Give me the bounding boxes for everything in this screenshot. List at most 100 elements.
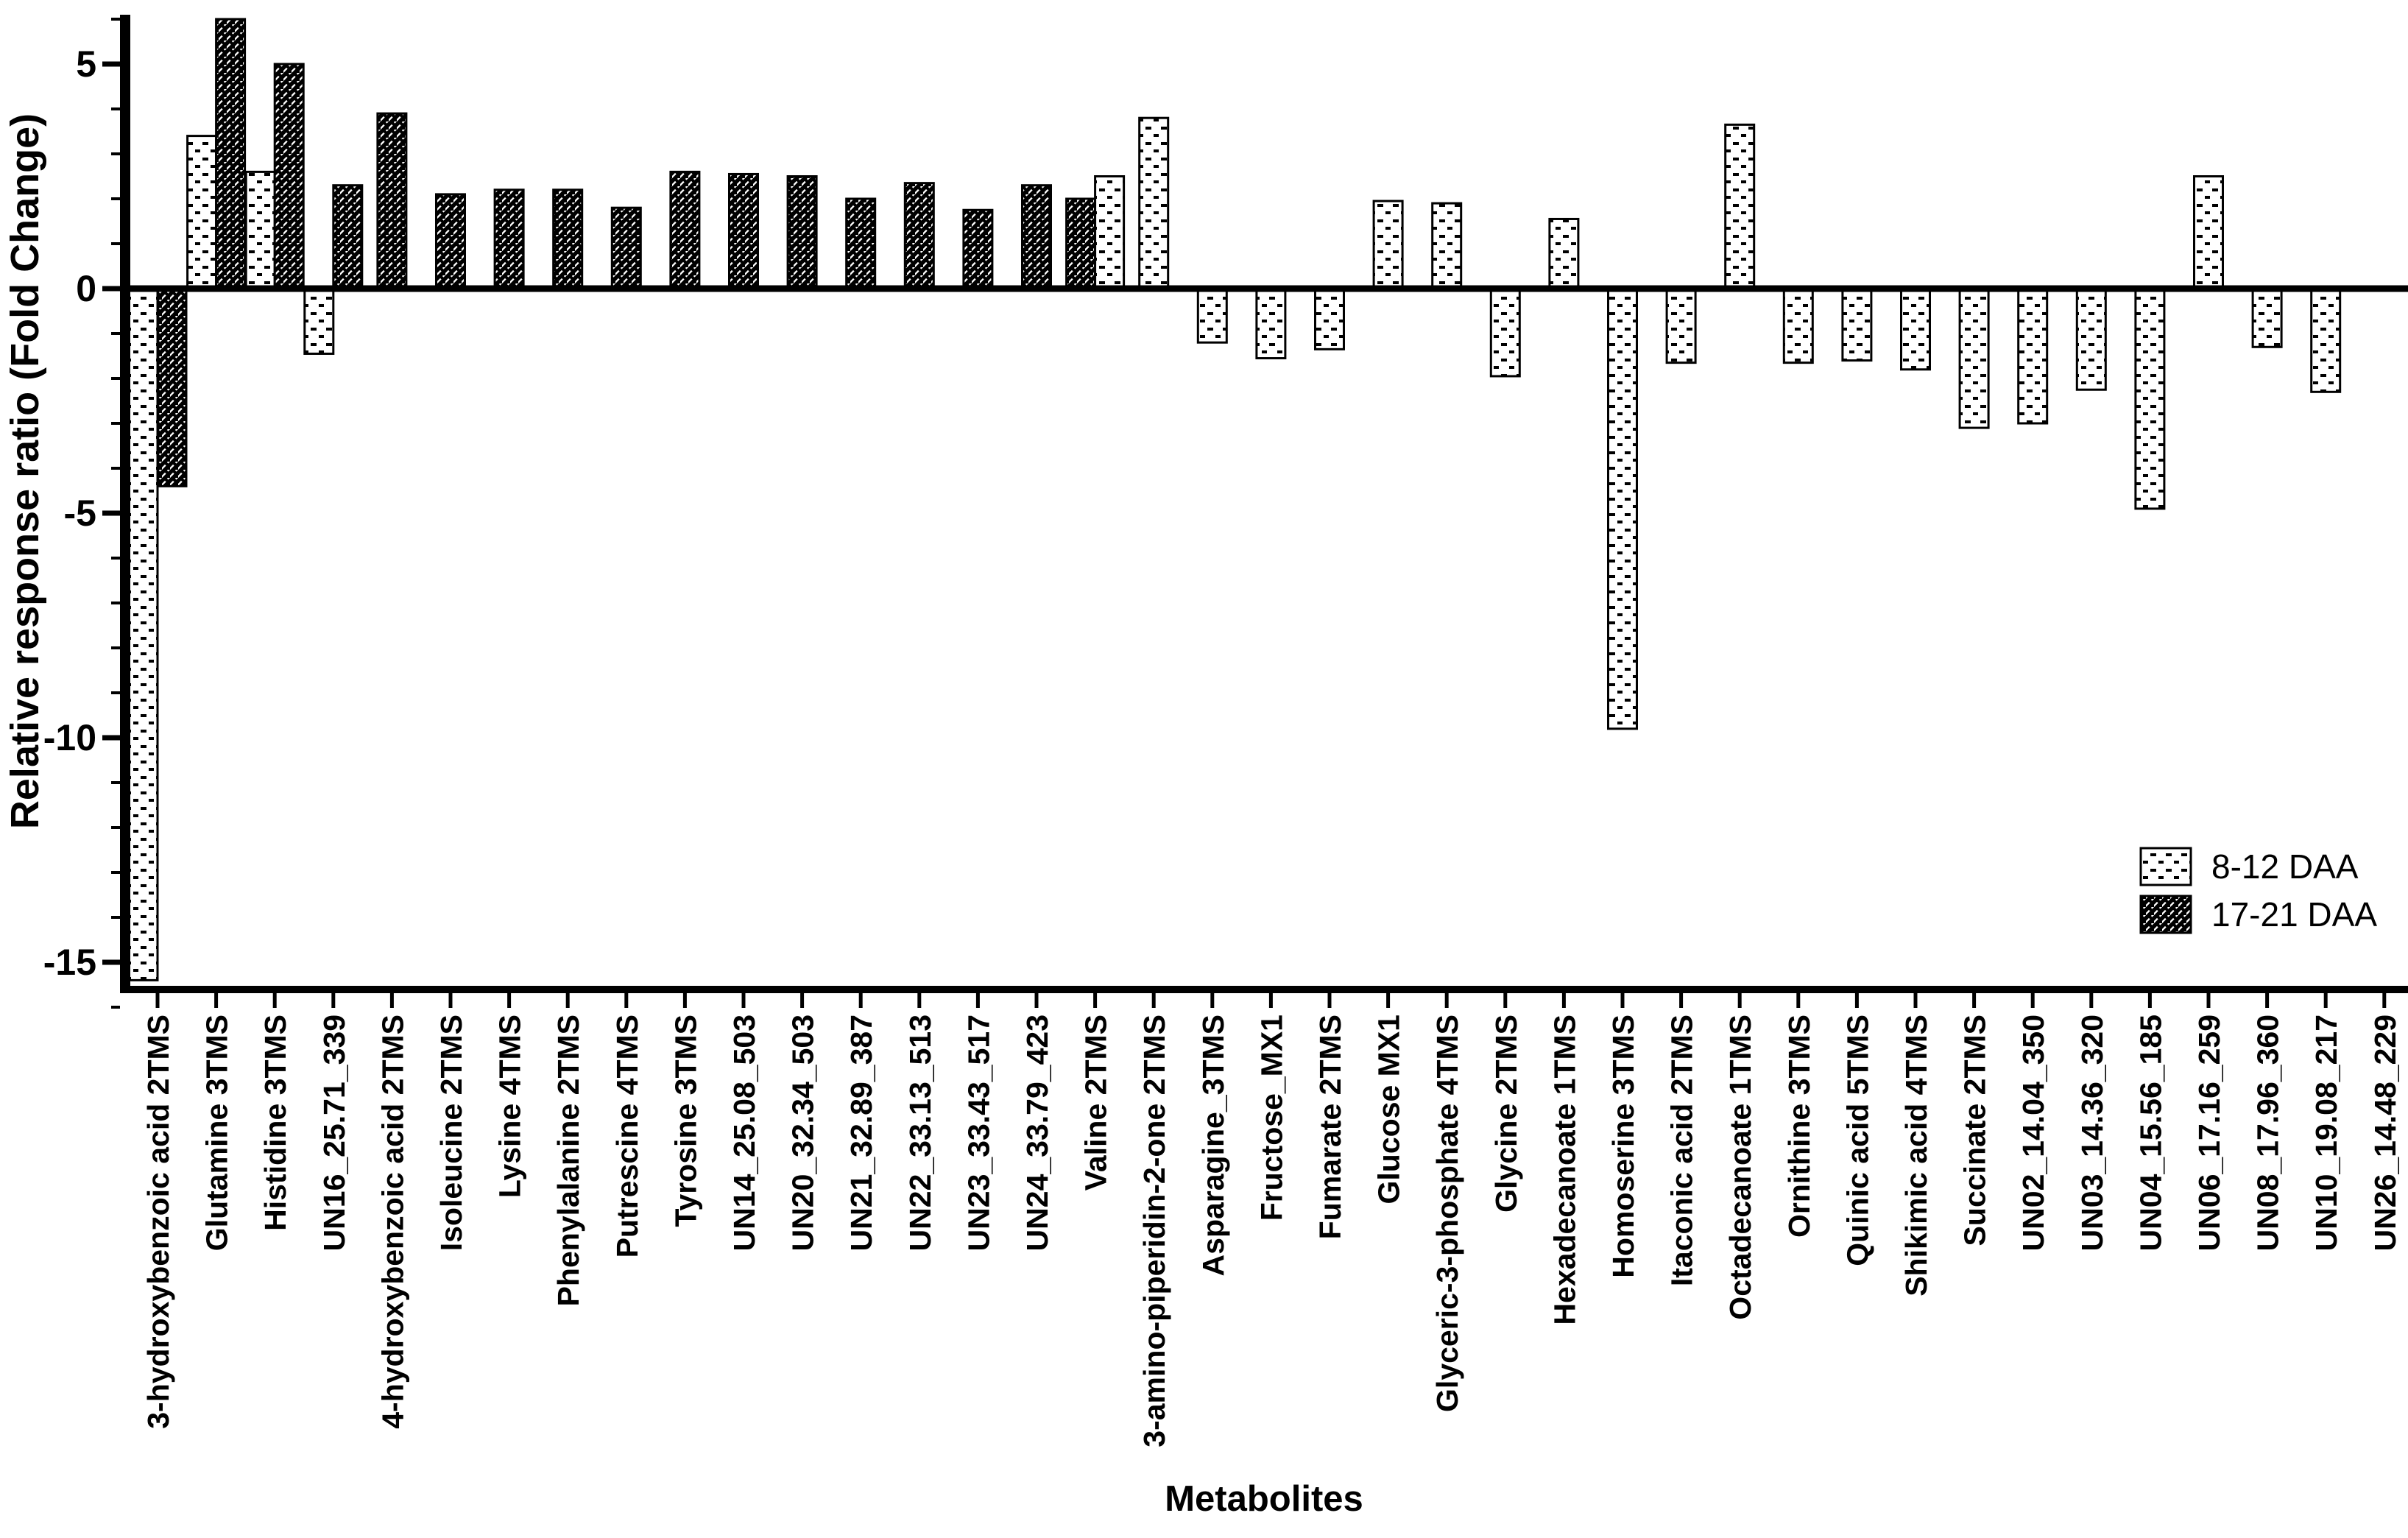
bar-17-21daa-UN24_33.79_423 [1021,184,1052,290]
x-tick [1854,993,1859,1008]
x-category-label: Itaconic acid 2TMS [1665,1015,1699,1286]
x-tick [1151,993,1156,1008]
bar-17-21daa-Lysine 4TMS [493,188,525,290]
y-axis-title: Relative response ratio (Fold Change) [3,113,47,829]
x-category-label: Homoserine 3TMS [1606,1015,1640,1278]
bar-8-12daa-Glycine 2TMS [1489,287,1521,378]
x-tick [1972,993,1977,1008]
x-tick [2265,993,2270,1008]
x-category-label: Hexadecanoate 1TMS [1547,1015,1581,1325]
x-tick [741,993,746,1008]
x-tick [1444,993,1449,1008]
x-category-label: UN06_17.16_259 [2192,1015,2226,1251]
x-tick [2030,993,2035,1008]
x-category-label: UN26_14.48_229 [2368,1015,2402,1251]
bar-8-12daa-UN06_17.16_259 [2193,175,2224,290]
x-category-label: Lysine 4TMS [493,1015,527,1198]
y-minor-tick [111,781,120,784]
y-major-tick [102,959,120,965]
y-minor-tick [111,18,120,21]
y-minor-tick [111,602,120,604]
x-tick [1093,993,1098,1008]
bar-8-12daa-Homoserine 3TMS [1607,287,1638,730]
bar-8-12daa-Valine 2TMS [1094,175,1126,290]
x-tick [1034,993,1039,1008]
y-minor-tick [111,916,120,919]
x-category-label: Glycine 2TMS [1489,1015,1523,1213]
x-category-label: Isoleucine 2TMS [434,1015,468,1251]
bar-8-12daa-UN04_15.56_185 [2134,287,2166,510]
x-tick [507,993,512,1008]
x-category-label: UN03_14.36_320 [2075,1015,2109,1251]
bar-17-21daa-4-hydroxybenzoic acid 2TMS [376,112,408,290]
x-tick [448,993,453,1008]
x-category-label: UN08_17.96_360 [2251,1015,2285,1251]
y-minor-tick [111,467,120,470]
x-tick [214,993,219,1008]
bar-8-12daa-Histidine 3TMS [244,170,276,290]
x-category-label: Phenylalanine 2TMS [551,1015,585,1306]
y-minor-tick [111,152,120,155]
x-tick [1620,993,1625,1008]
x-axis-title: Metabolites [1165,1479,1363,1519]
bar-8-12daa-UN08_17.96_360 [2251,287,2283,348]
bar-8-12daa-UN03_14.36_320 [2075,287,2107,391]
x-tick [2206,993,2211,1008]
x-tick [1796,993,1801,1008]
x-tick [1210,993,1215,1008]
bar-8-12daa-3-hydroxybenzoic acid 2TMS [127,287,159,981]
x-category-label: Fumarate 2TMS [1313,1015,1347,1239]
x-category-label: Asparagine_3TMS [1196,1015,1230,1276]
bar-17-21daa-Glutamine 3TMS [215,18,247,290]
y-minor-tick [111,1006,120,1009]
y-major-tick [102,735,120,741]
x-category-label: Fructose_MX1 [1254,1015,1288,1221]
x-tick [2382,993,2387,1008]
bar-8-12daa-Glucose MX1 [1372,200,1404,290]
y-minor-tick [111,691,120,694]
y-minor-tick [111,377,120,380]
legend-label: 17-21 DAA [2211,895,2377,934]
y-minor-tick [111,871,120,874]
x-tick [1268,993,1273,1008]
bar-17-21daa-UN23_33.43_517 [962,208,994,290]
y-tick-label: -10 [43,717,96,758]
x-tick [1327,993,1332,1008]
bar-17-21daa-UN22_33.13_513 [903,182,935,290]
legend-swatch-17-21 DAA [2139,895,2192,934]
x-category-label: UN16_25.71_339 [317,1015,351,1251]
x-tick [1737,993,1742,1008]
y-tick-label: -15 [43,942,96,983]
x-category-label: UN21_32.89_387 [844,1015,878,1251]
x-tick [2323,993,2328,1008]
bar-17-21daa-UN20_32.34_503 [786,175,818,290]
x-tick [975,993,980,1008]
x-category-label: Octadecanoate 1TMS [1723,1015,1757,1320]
x-category-label: 3-hydroxybenzoic acid 2TMS [141,1015,175,1429]
bar-17-21daa-UN16_25.71_339 [332,184,364,290]
bar-17-21daa-Isoleucine 2TMS [435,193,466,290]
x-category-label: Quinic acid 5TMS [1840,1015,1874,1266]
y-minor-tick [111,422,120,425]
y-tick-label: 5 [76,43,96,85]
x-tick [682,993,687,1008]
x-tick [2089,993,2094,1008]
y-minor-tick [111,826,120,829]
bar-8-12daa-Shikimic acid 4TMS [1900,287,1931,371]
bar-17-21daa-Tyrosine 3TMS [669,170,701,290]
bar-8-12daa-Fumarate 2TMS [1314,287,1345,350]
x-category-label: UN02_14.04_350 [2016,1015,2050,1251]
x-category-label: Glutamine 3TMS [200,1015,234,1251]
bar-8-12daa-Itaconic acid 2TMS [1665,287,1697,364]
y-minor-tick [111,646,120,649]
x-category-label: UN22_33.13_513 [903,1015,937,1251]
bar-8-12daa-Fructose_MX1 [1255,287,1287,360]
x-category-label: UN10_19.08_217 [2309,1015,2343,1251]
bar-8-12daa-Quinic acid 5TMS [1841,287,1873,362]
bar-17-21daa-Putrescine 4TMS [610,206,642,290]
bar-8-12daa-3-amino-piperidin-2-one 2TMS [1138,116,1170,290]
x-tick [1913,993,1918,1008]
x-category-label: Glucose MX1 [1372,1015,1406,1204]
bar-8-12daa-Glutamine 3TMS [186,135,218,290]
